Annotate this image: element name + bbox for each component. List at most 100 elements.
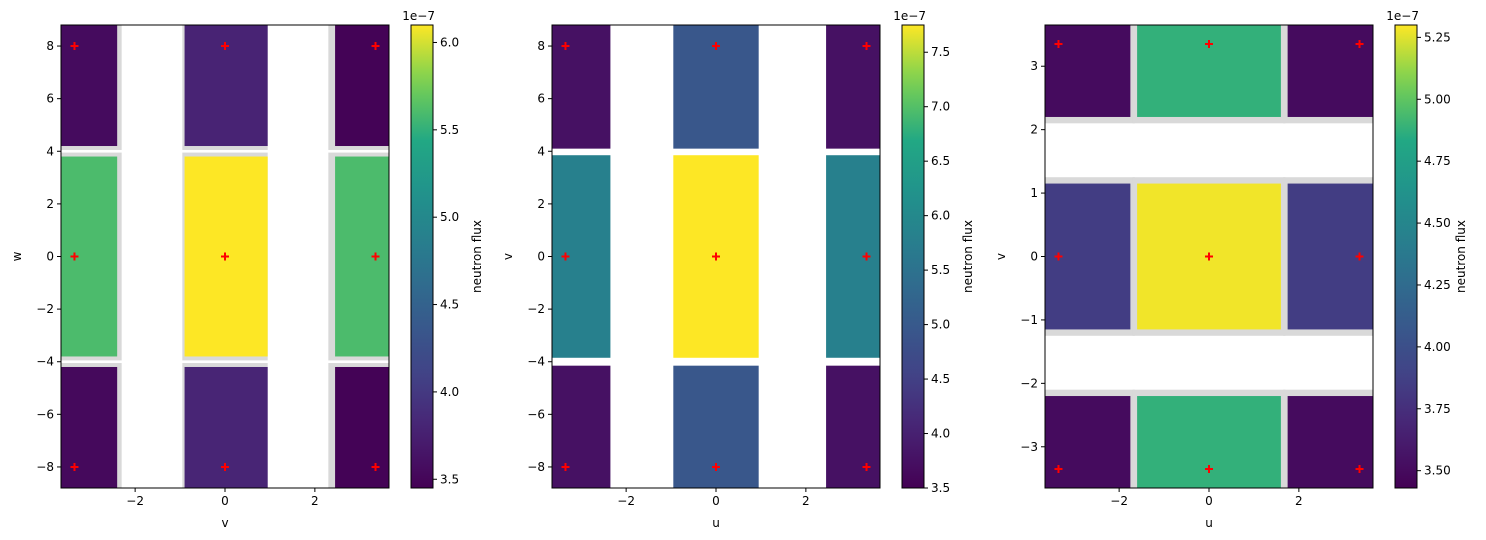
colorbar — [410, 24, 434, 489]
y-tick-label: 8 — [537, 39, 545, 53]
heatmap-cell — [335, 25, 389, 147]
colorbar-tick-label: 5.25 — [1424, 30, 1451, 44]
x-tick-label: −2 — [126, 494, 144, 508]
colorbar-label: neutron flux — [961, 220, 975, 293]
colorbar-tick-label: 4.5 — [931, 372, 950, 386]
marker-plus — [561, 42, 570, 51]
x-tick-label: 2 — [802, 494, 810, 508]
y-tick-label: 0 — [537, 250, 545, 264]
x-tick-label: 0 — [712, 494, 720, 508]
y-tick-label: 2 — [46, 197, 54, 211]
marker-plus — [70, 42, 79, 51]
y-tick-label: 0 — [1030, 250, 1038, 264]
y-tick-label: 6 — [46, 92, 54, 106]
heatmap-cell — [826, 365, 880, 488]
y-tick-label: −4 — [36, 355, 54, 369]
y-tick-label: −2 — [36, 302, 54, 316]
colorbar-tick-label: 4.0 — [931, 427, 950, 441]
x-tick-label: 2 — [1295, 494, 1303, 508]
y-tick-label: −2 — [1020, 376, 1038, 390]
y-tick-label: −4 — [527, 355, 545, 369]
marker-plus — [371, 42, 380, 51]
y-tick-label: 4 — [46, 144, 54, 158]
heatmap-cell — [335, 156, 389, 357]
marker-plus — [862, 462, 871, 471]
colorbar — [901, 24, 925, 489]
colorbar-tick-label: 3.50 — [1424, 464, 1451, 478]
heatmap-cell — [184, 25, 268, 147]
heatmap-cell — [61, 156, 118, 357]
colorbar-tick-label: 4.0 — [440, 385, 459, 399]
colorbar-tick-label: 5.00 — [1424, 92, 1451, 106]
panel-3: −2 0 2 −3 −2 −1 0 1 2 3 u v 3.50 3.75 4.00 4.25 4.50 4.75… — [994, 9, 1468, 530]
heatmap-cell — [1287, 396, 1373, 488]
heatmap-cell — [1045, 396, 1131, 488]
colorbar-tick-label: 7.0 — [931, 100, 950, 114]
y-tick-label: −6 — [527, 407, 545, 421]
colorbar-tick-label: 4.5 — [440, 298, 459, 312]
marker-plus — [1054, 464, 1063, 473]
colorbar-tick-label: 4.25 — [1424, 278, 1451, 292]
y-tick-label: 1 — [1030, 186, 1038, 200]
colorbar-tick-label: 6.0 — [440, 35, 459, 49]
heatmap-cell — [552, 365, 611, 488]
colorbar-tick-label: 6.5 — [931, 154, 950, 168]
colorbar-tick-label: 7.5 — [931, 45, 950, 59]
marker-plus — [862, 252, 871, 261]
marker-plus — [221, 42, 229, 51]
marker-plus — [1205, 252, 1213, 261]
marker-plus — [712, 462, 720, 471]
colorbar-offset-text: 1e−7 — [1386, 9, 1419, 23]
marker-plus — [221, 462, 229, 471]
marker-plus — [1205, 464, 1213, 473]
marker-plus — [862, 42, 871, 51]
y-tick-label: −6 — [36, 407, 54, 421]
heatmap-cell — [184, 366, 268, 488]
y-tick-label: 6 — [537, 92, 545, 106]
heatmap-cell — [826, 155, 880, 358]
y-axis-label: v — [501, 253, 515, 260]
heatmap-cell — [61, 366, 118, 488]
marker-plus — [70, 252, 79, 261]
colorbar-label: neutron flux — [1454, 220, 1468, 293]
x-tick-label: 0 — [221, 494, 229, 508]
colorbar-tick-label: 3.5 — [931, 481, 950, 495]
heatmap-cell — [1045, 25, 1131, 117]
colorbar-tick-label: 5.5 — [931, 263, 950, 277]
colorbar-tick-label: 5.5 — [440, 123, 459, 137]
y-tick-label: 2 — [1030, 123, 1038, 137]
x-axis-label: u — [712, 516, 720, 530]
heatmap-cell — [1137, 25, 1281, 117]
colorbar-tick-label: 5.0 — [931, 318, 950, 332]
colorbar-label: neutron flux — [470, 220, 484, 293]
marker-plus — [561, 252, 570, 261]
marker-plus — [712, 252, 720, 261]
marker-plus — [221, 252, 229, 261]
colorbar-tick-label: 4.00 — [1424, 340, 1451, 354]
panel-2: −2 0 2 −8 −6 −4 −2 0 2 4 6 8 u v 3.5 4.0 4.5 5.0 5.5 6.0 6.5… — [501, 9, 975, 530]
x-axis-label: u — [1205, 516, 1213, 530]
y-tick-label: 2 — [537, 197, 545, 211]
heatmap-cell — [335, 366, 389, 488]
marker-plus — [712, 42, 720, 51]
colorbar-tick-label: 3.75 — [1424, 402, 1451, 416]
colorbar-offset-text: 1e−7 — [402, 9, 435, 23]
x-tick-label: −2 — [1110, 494, 1128, 508]
x-axis-label: v — [221, 516, 228, 530]
panel-1: −2 0 2 −8 −6 −4 −2 0 2 4 6 8 v w 3.5 4.0 4.5 5.0 5.5 6.0 1e−… — [10, 9, 484, 530]
colorbar — [1394, 24, 1418, 489]
y-tick-label: −8 — [36, 460, 54, 474]
heatmap-cell — [552, 155, 611, 358]
marker-plus — [1205, 40, 1213, 49]
marker-plus — [70, 462, 79, 471]
marker-plus — [1054, 252, 1063, 261]
y-tick-label: −8 — [527, 460, 545, 474]
heatmap-cell — [826, 25, 880, 149]
marker-plus — [1355, 252, 1364, 261]
heatmap-cell — [552, 25, 611, 149]
x-tick-label: −2 — [617, 494, 635, 508]
colorbar-tick-label: 5.0 — [440, 210, 459, 224]
y-tick-label: −1 — [1020, 313, 1038, 327]
marker-plus — [1054, 40, 1063, 49]
